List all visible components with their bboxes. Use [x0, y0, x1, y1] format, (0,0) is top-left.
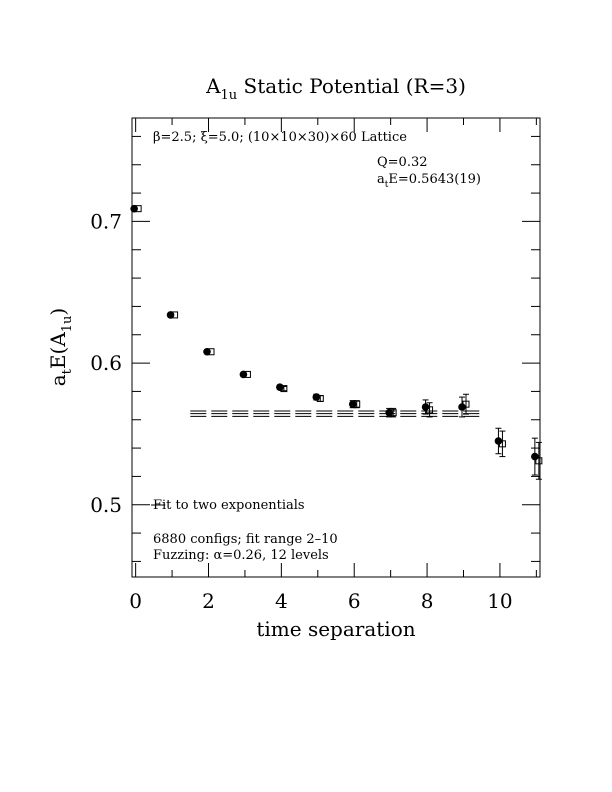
x-tick-label: 8 [421, 589, 434, 613]
data-point-circle [458, 403, 466, 411]
energy-note-subscript: t [385, 180, 389, 190]
configs-note: 6880 configs; fit range 2–10 [153, 532, 338, 547]
data-point-circle [494, 437, 503, 445]
lattice-note: β=2.5; ξ=5.0; (10×10×30)×60 Lattice [153, 130, 407, 145]
data-point-square [243, 370, 251, 378]
chart-title-subscript: 1u [221, 88, 238, 103]
chart-title: A1u Static Potential (R=3) [205, 74, 466, 103]
y-tick-label: 0.5 [90, 493, 122, 517]
x-tick-label: 0 [129, 589, 142, 613]
energy-note-prefix: a [377, 172, 385, 187]
chart-title-main: A [205, 74, 221, 98]
data-point-square [389, 409, 397, 417]
x-tick-label: 6 [348, 589, 361, 613]
x-tick-label: 4 [275, 589, 288, 613]
y-axis-label-mid: E(A [46, 332, 70, 369]
fit-legend-label: Fit to two exponentials [153, 498, 305, 513]
y-axis-ticks: 0.5 0.6 0.7 [90, 135, 540, 562]
data-point-square [134, 205, 142, 213]
fit-band [151, 410, 482, 506]
data-point-circle [239, 370, 248, 379]
plot-frame [131, 117, 541, 578]
x-axis-ticks: 0 2 4 6 8 10 [129, 118, 537, 613]
data-point-square [171, 311, 179, 319]
y-axis-label-end: ) [46, 308, 70, 316]
data-point-square [462, 400, 470, 408]
data-point-square [426, 406, 434, 414]
data-point-circle [385, 408, 393, 417]
x-tick-label: 10 [487, 589, 512, 613]
data-point-circle [421, 403, 430, 411]
data-point-circle [348, 400, 357, 408]
data-point-circle [276, 383, 284, 391]
data-point-square [280, 385, 288, 393]
energy-note: atE=0.5643(19) [377, 172, 481, 190]
data-point-square [353, 400, 361, 408]
y-axis-label: atE(A1u) [46, 308, 75, 387]
data-point-circle [312, 393, 321, 401]
data-point-circle [130, 204, 138, 213]
energy-note-suffix: E=0.5643(19) [388, 172, 481, 187]
data-point-circle [166, 311, 175, 319]
data-points [130, 204, 543, 480]
y-axis-label-base: a [46, 374, 70, 386]
y-axis-label-sub-t: t [60, 368, 75, 374]
chart-title-suffix: Static Potential (R=3) [237, 74, 466, 98]
data-point-square [316, 395, 324, 402]
data-point-square [535, 457, 543, 465]
q-note: Q=0.32 [377, 155, 428, 170]
y-axis-label-sub-1u: 1u [60, 316, 75, 333]
data-point-square [498, 440, 506, 448]
y-tick-label: 0.7 [90, 209, 122, 233]
fuzzing-note: Fuzzing: α=0.26, 12 levels [153, 548, 329, 563]
x-axis-label: time separation [256, 617, 415, 641]
data-point-square [207, 348, 215, 356]
data-point-circle [203, 347, 211, 356]
data-point-circle [531, 452, 539, 461]
x-tick-label: 2 [202, 589, 215, 613]
y-tick-label: 0.6 [90, 351, 122, 375]
